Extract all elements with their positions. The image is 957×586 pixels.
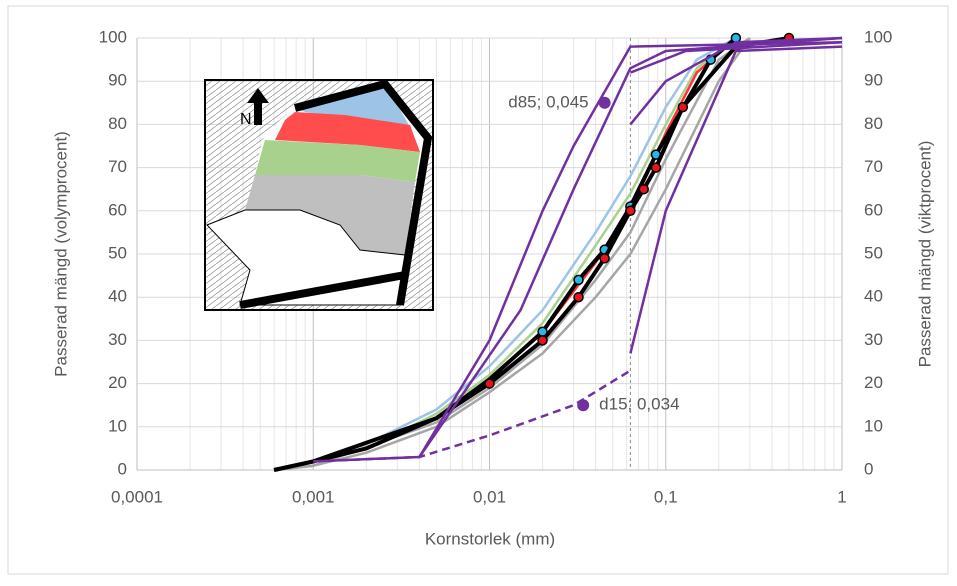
annotation-point [598,96,611,109]
data-point [650,162,662,173]
y2-tick-label: 50 [864,243,883,262]
data-point [625,205,636,217]
north-arrow [247,88,269,125]
y-tick-label: 20 [108,373,127,392]
y2-tick-label: 90 [864,71,883,90]
y2-tick-label: 0 [864,459,873,478]
chart-frame [7,5,949,575]
y2-tick-label: 20 [864,373,883,392]
y-tick-label: 60 [108,200,127,219]
inset-road [293,79,433,306]
series-line [273,37,751,472]
series-line [273,36,790,472]
y-axis-label: Passerad mängd (volymprocent) [51,131,70,377]
series-line [629,41,843,74]
inset-zone [255,140,420,182]
y-tick-label: 90 [108,71,127,90]
series-line [629,36,843,126]
inset-zone [275,112,420,152]
x-tick-label: 1 [837,487,846,506]
data-point [573,274,584,286]
y-tick-label: 50 [108,243,127,262]
series-line [629,45,843,354]
annotation-label: d15; 0,034 [599,395,679,414]
y-tick-label: 10 [108,416,127,435]
x-tick-label: 0,0001 [111,487,163,506]
x-axis-label: Kornstorlek (mm) [425,529,555,548]
inset-road [239,271,406,309]
y-tick-label: 100 [99,27,127,46]
y-tick-label: 40 [108,287,127,306]
y-tick-label: 0 [118,459,127,478]
y-tick-label: 70 [108,157,127,176]
data-point [638,183,649,195]
data-point [537,335,548,346]
data-point [573,291,584,303]
data-point [677,101,689,113]
y2-tick-label: 10 [864,416,883,435]
y2-tick-label: 30 [864,330,883,349]
y2-tick-label: 60 [864,200,883,219]
data-point [599,253,610,264]
data-point [484,378,495,389]
y2-axis-label: Passerad mängd (viktprocent) [915,141,934,368]
inset-map: N [204,79,434,311]
north-label: N [240,111,252,128]
x-tick-label: 0,001 [292,487,335,506]
x-tick-label: 0,1 [654,487,678,506]
series-line [418,36,843,458]
y2-tick-label: 100 [864,27,892,46]
annotation-label: d85; 0,045 [508,92,588,111]
inset-zone [295,84,410,127]
y-tick-label: 80 [108,114,127,133]
y2-tick-label: 40 [864,287,883,306]
x-tick-label: 0,01 [473,487,506,506]
series-line [313,369,632,463]
y-tick-label: 30 [108,330,127,349]
y2-tick-label: 70 [864,157,883,176]
annotation-point [577,399,590,412]
inset-zone [245,175,415,255]
y2-tick-label: 80 [864,114,883,133]
